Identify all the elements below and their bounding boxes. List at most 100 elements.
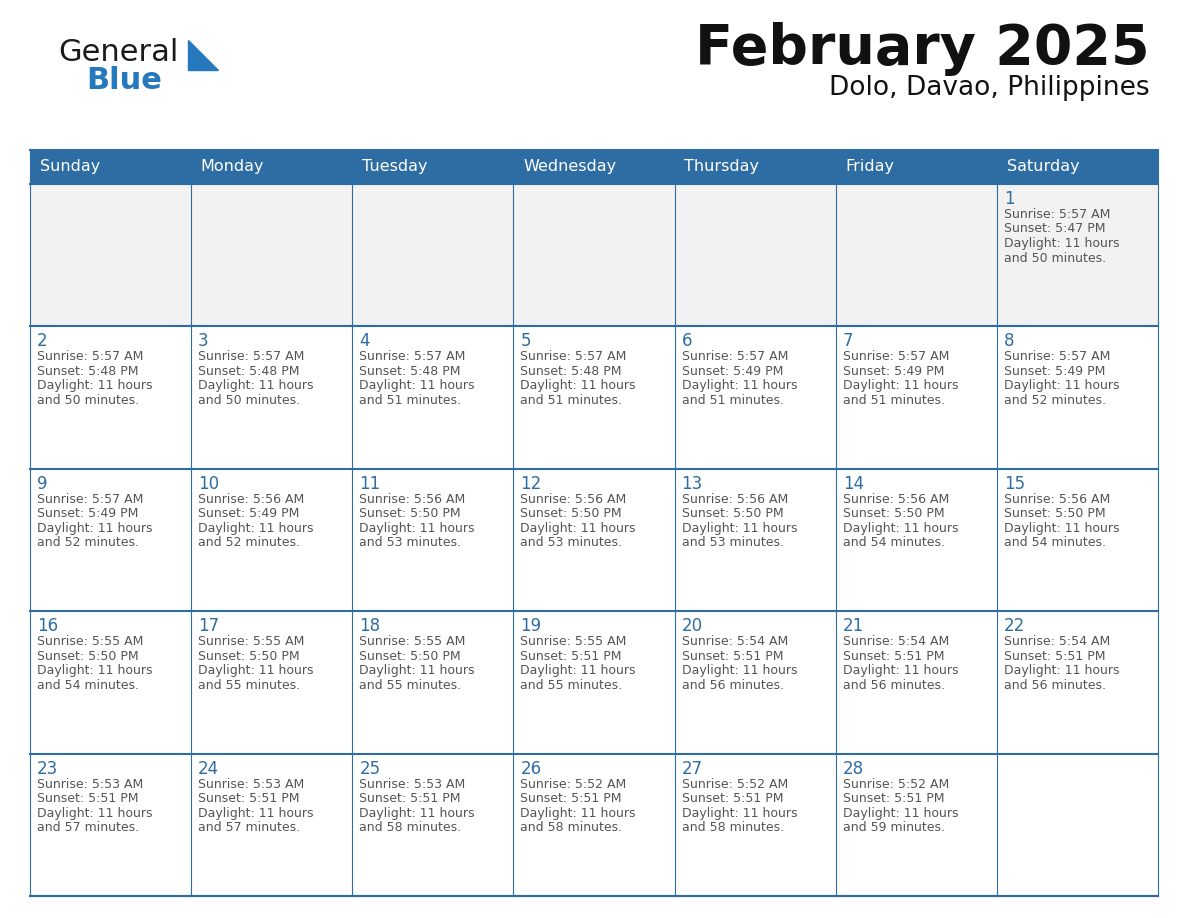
Text: Sunrise: 5:57 AM: Sunrise: 5:57 AM	[682, 351, 788, 364]
Text: and 50 minutes.: and 50 minutes.	[1004, 252, 1106, 264]
Text: 9: 9	[37, 475, 48, 493]
Text: Sunrise: 5:53 AM: Sunrise: 5:53 AM	[198, 778, 304, 790]
Text: Sunrise: 5:57 AM: Sunrise: 5:57 AM	[1004, 351, 1111, 364]
Text: Sunset: 5:50 PM: Sunset: 5:50 PM	[359, 508, 461, 521]
Text: and 58 minutes.: and 58 minutes.	[682, 821, 784, 834]
Text: Daylight: 11 hours: Daylight: 11 hours	[359, 807, 475, 820]
Text: and 55 minutes.: and 55 minutes.	[198, 678, 301, 691]
Text: 26: 26	[520, 759, 542, 778]
Text: Sunset: 5:51 PM: Sunset: 5:51 PM	[682, 650, 783, 663]
Text: Daylight: 11 hours: Daylight: 11 hours	[37, 521, 152, 535]
Text: Sunset: 5:50 PM: Sunset: 5:50 PM	[682, 508, 783, 521]
Text: Daylight: 11 hours: Daylight: 11 hours	[1004, 521, 1119, 535]
Text: Sunset: 5:50 PM: Sunset: 5:50 PM	[842, 508, 944, 521]
Text: 6: 6	[682, 332, 693, 351]
Text: Sunset: 5:51 PM: Sunset: 5:51 PM	[520, 792, 623, 805]
Text: Sunset: 5:50 PM: Sunset: 5:50 PM	[37, 650, 139, 663]
Text: 24: 24	[198, 759, 220, 778]
Text: 10: 10	[198, 475, 220, 493]
Text: and 57 minutes.: and 57 minutes.	[37, 821, 139, 834]
Text: and 51 minutes.: and 51 minutes.	[682, 394, 784, 407]
Text: and 58 minutes.: and 58 minutes.	[359, 821, 461, 834]
Text: and 56 minutes.: and 56 minutes.	[1004, 678, 1106, 691]
Text: 18: 18	[359, 617, 380, 635]
Text: Daylight: 11 hours: Daylight: 11 hours	[1004, 237, 1119, 250]
Text: and 53 minutes.: and 53 minutes.	[682, 536, 784, 549]
Text: 3: 3	[198, 332, 209, 351]
Text: Daylight: 11 hours: Daylight: 11 hours	[359, 521, 475, 535]
Text: Dolo, Davao, Philippines: Dolo, Davao, Philippines	[829, 75, 1150, 101]
Text: Sunrise: 5:57 AM: Sunrise: 5:57 AM	[37, 493, 144, 506]
Text: Sunset: 5:48 PM: Sunset: 5:48 PM	[520, 364, 623, 378]
Text: Sunrise: 5:56 AM: Sunrise: 5:56 AM	[198, 493, 304, 506]
Text: Sunrise: 5:53 AM: Sunrise: 5:53 AM	[359, 778, 466, 790]
Text: Sunset: 5:50 PM: Sunset: 5:50 PM	[1004, 508, 1106, 521]
Text: Sunrise: 5:56 AM: Sunrise: 5:56 AM	[1004, 493, 1110, 506]
Text: Sunset: 5:49 PM: Sunset: 5:49 PM	[37, 508, 138, 521]
Text: Sunrise: 5:54 AM: Sunrise: 5:54 AM	[842, 635, 949, 648]
Text: 4: 4	[359, 332, 369, 351]
Text: 13: 13	[682, 475, 703, 493]
Text: Saturday: Saturday	[1006, 160, 1079, 174]
Text: Sunset: 5:51 PM: Sunset: 5:51 PM	[359, 792, 461, 805]
Text: Sunrise: 5:55 AM: Sunrise: 5:55 AM	[520, 635, 627, 648]
Text: Sunset: 5:50 PM: Sunset: 5:50 PM	[198, 650, 299, 663]
Text: Monday: Monday	[201, 160, 264, 174]
Text: and 55 minutes.: and 55 minutes.	[520, 678, 623, 691]
Text: and 57 minutes.: and 57 minutes.	[198, 821, 301, 834]
Text: Sunrise: 5:56 AM: Sunrise: 5:56 AM	[359, 493, 466, 506]
Text: Sunrise: 5:54 AM: Sunrise: 5:54 AM	[1004, 635, 1110, 648]
Text: Daylight: 11 hours: Daylight: 11 hours	[359, 379, 475, 392]
Text: and 50 minutes.: and 50 minutes.	[198, 394, 301, 407]
Text: Sunrise: 5:52 AM: Sunrise: 5:52 AM	[520, 778, 627, 790]
Text: Daylight: 11 hours: Daylight: 11 hours	[682, 665, 797, 677]
Text: 27: 27	[682, 759, 702, 778]
Bar	[30, 469, 1158, 611]
Text: and 52 minutes.: and 52 minutes.	[37, 536, 139, 549]
Text: Wednesday: Wednesday	[523, 160, 617, 174]
Text: Sunset: 5:51 PM: Sunset: 5:51 PM	[682, 792, 783, 805]
Text: Sunrise: 5:56 AM: Sunrise: 5:56 AM	[682, 493, 788, 506]
Text: Sunset: 5:49 PM: Sunset: 5:49 PM	[1004, 364, 1105, 378]
Text: Sunset: 5:51 PM: Sunset: 5:51 PM	[520, 650, 623, 663]
Text: Daylight: 11 hours: Daylight: 11 hours	[682, 807, 797, 820]
Text: Daylight: 11 hours: Daylight: 11 hours	[37, 807, 152, 820]
Text: Daylight: 11 hours: Daylight: 11 hours	[198, 665, 314, 677]
Text: and 56 minutes.: and 56 minutes.	[682, 678, 784, 691]
Text: and 58 minutes.: and 58 minutes.	[520, 821, 623, 834]
Text: Daylight: 11 hours: Daylight: 11 hours	[842, 665, 959, 677]
Text: and 56 minutes.: and 56 minutes.	[842, 678, 944, 691]
Text: Tuesday: Tuesday	[362, 160, 428, 174]
Text: 14: 14	[842, 475, 864, 493]
Text: Daylight: 11 hours: Daylight: 11 hours	[682, 521, 797, 535]
Text: 12: 12	[520, 475, 542, 493]
Text: General: General	[58, 38, 178, 67]
Text: 17: 17	[198, 617, 220, 635]
Text: Daylight: 11 hours: Daylight: 11 hours	[520, 379, 636, 392]
Text: Sunset: 5:51 PM: Sunset: 5:51 PM	[1004, 650, 1105, 663]
Text: Daylight: 11 hours: Daylight: 11 hours	[359, 665, 475, 677]
Text: 2: 2	[37, 332, 48, 351]
Text: Sunset: 5:51 PM: Sunset: 5:51 PM	[37, 792, 139, 805]
Text: Sunset: 5:51 PM: Sunset: 5:51 PM	[842, 650, 944, 663]
Bar	[30, 611, 1158, 754]
Text: Sunrise: 5:55 AM: Sunrise: 5:55 AM	[37, 635, 144, 648]
Text: and 50 minutes.: and 50 minutes.	[37, 394, 139, 407]
Text: Sunset: 5:51 PM: Sunset: 5:51 PM	[198, 792, 299, 805]
Text: Sunset: 5:48 PM: Sunset: 5:48 PM	[37, 364, 139, 378]
Text: Sunrise: 5:57 AM: Sunrise: 5:57 AM	[37, 351, 144, 364]
Text: Sunrise: 5:55 AM: Sunrise: 5:55 AM	[198, 635, 304, 648]
Text: and 52 minutes.: and 52 minutes.	[1004, 394, 1106, 407]
Text: Sunrise: 5:52 AM: Sunrise: 5:52 AM	[842, 778, 949, 790]
Text: and 59 minutes.: and 59 minutes.	[842, 821, 944, 834]
Text: 8: 8	[1004, 332, 1015, 351]
Text: Daylight: 11 hours: Daylight: 11 hours	[1004, 379, 1119, 392]
Text: Blue: Blue	[86, 66, 162, 95]
Text: 11: 11	[359, 475, 380, 493]
Text: Sunset: 5:50 PM: Sunset: 5:50 PM	[520, 508, 623, 521]
Text: Daylight: 11 hours: Daylight: 11 hours	[1004, 665, 1119, 677]
Text: and 54 minutes.: and 54 minutes.	[1004, 536, 1106, 549]
Text: Sunset: 5:50 PM: Sunset: 5:50 PM	[359, 650, 461, 663]
Text: and 54 minutes.: and 54 minutes.	[37, 678, 139, 691]
Text: Sunrise: 5:52 AM: Sunrise: 5:52 AM	[682, 778, 788, 790]
